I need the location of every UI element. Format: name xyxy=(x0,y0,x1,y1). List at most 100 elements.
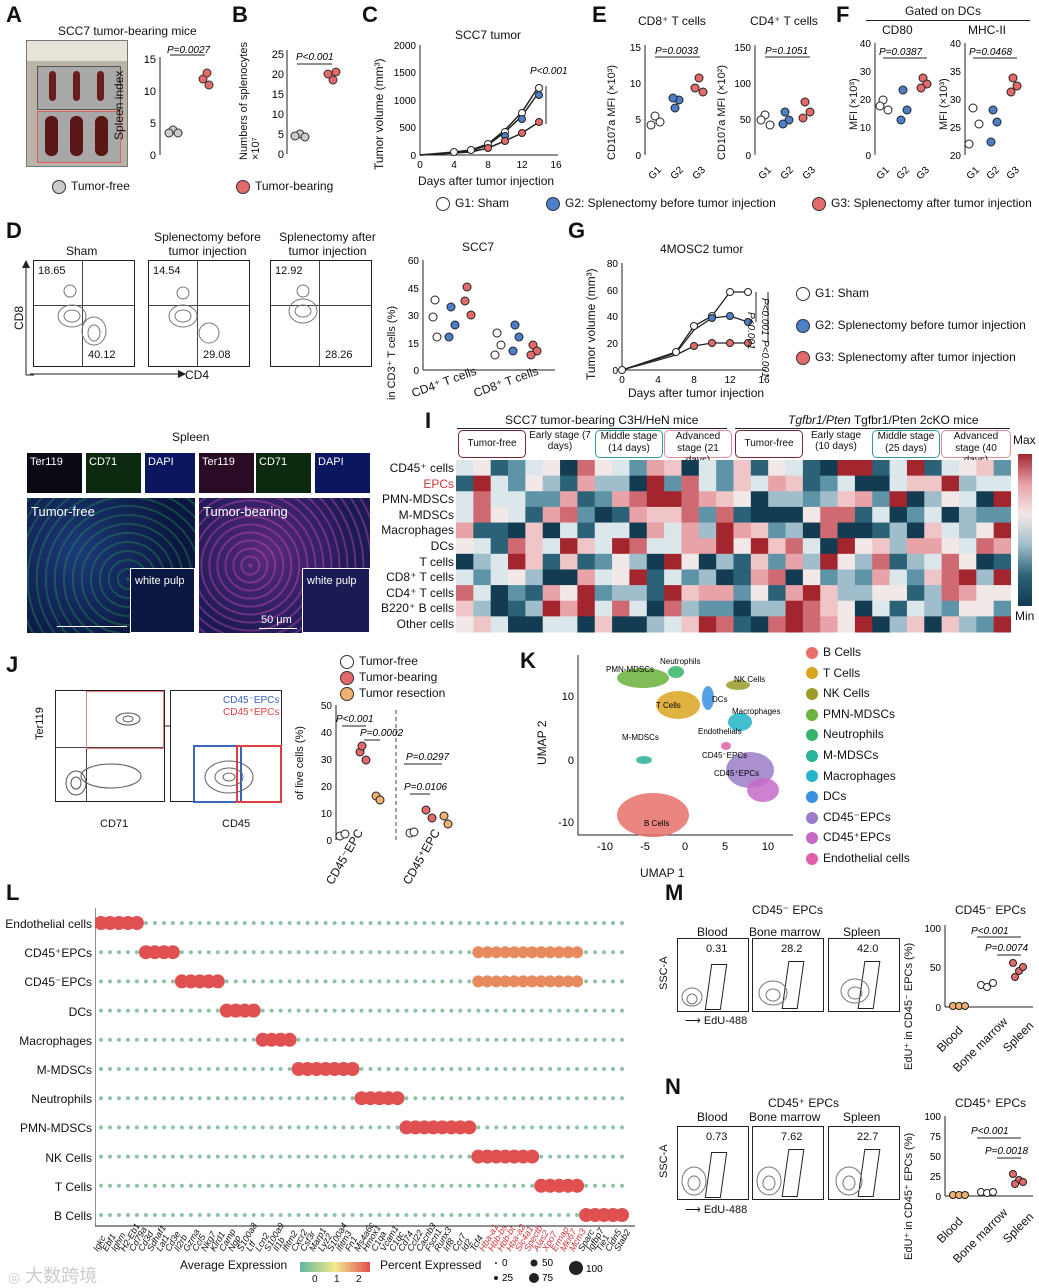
heatmap-cell xyxy=(837,600,856,617)
panel-letter-b: B xyxy=(232,2,248,27)
heatmap-cell xyxy=(542,600,561,617)
heatmap-cell xyxy=(785,460,804,477)
dot xyxy=(206,1067,211,1071)
heatmap-cell xyxy=(733,506,752,524)
dot xyxy=(602,1037,607,1042)
heatmap-cell xyxy=(542,616,561,633)
dot xyxy=(620,979,625,984)
dot xyxy=(512,1008,517,1013)
heatmap-cell xyxy=(993,491,1011,508)
dot xyxy=(99,1183,103,1188)
heatmap-cell xyxy=(785,600,804,617)
dot xyxy=(476,1183,481,1188)
dot xyxy=(350,1125,355,1130)
umap-cluster xyxy=(656,691,700,719)
dot xyxy=(350,1096,355,1101)
tick: G2 xyxy=(895,164,913,182)
dot xyxy=(530,1096,535,1101)
dot xyxy=(152,1096,157,1101)
umap-legend-item: Endothelial cells xyxy=(806,851,910,865)
dot xyxy=(233,1067,238,1071)
tick: G3 xyxy=(915,164,933,182)
watermark: ◎ 大数跨境 xyxy=(8,1266,98,1286)
dot xyxy=(99,1154,103,1159)
heatmap-cell xyxy=(872,616,891,633)
tick: 5 xyxy=(150,118,156,130)
dot xyxy=(508,946,521,959)
dot xyxy=(395,921,400,925)
heatmap-cell xyxy=(958,616,977,633)
heatmap-cell xyxy=(664,491,682,508)
tick: 8 xyxy=(691,375,697,386)
heatmap-cell xyxy=(577,553,596,570)
dot xyxy=(251,979,256,984)
dot xyxy=(188,1125,193,1130)
dot xyxy=(512,921,517,925)
dot xyxy=(296,950,301,955)
dot xyxy=(386,1183,391,1188)
dot xyxy=(512,1125,517,1130)
dot xyxy=(341,950,346,955)
tick: 25 xyxy=(502,1273,514,1284)
dot xyxy=(323,1125,328,1130)
dot xyxy=(404,1183,409,1188)
heatmap-cell xyxy=(508,460,526,477)
heatmap-cell xyxy=(802,460,821,477)
scc7-tcell-title: SCC7 xyxy=(462,240,495,254)
heatmap-cell xyxy=(664,475,682,492)
heatmap-cell xyxy=(750,506,769,524)
heatmap-cell xyxy=(594,491,613,508)
heatmap-cell xyxy=(872,460,891,477)
legend-g2: G2: Splenectomy before tumor injection xyxy=(546,196,776,211)
tick: 20 xyxy=(950,151,962,162)
heatmap-cell xyxy=(456,491,474,508)
dot xyxy=(206,1037,211,1042)
dot xyxy=(278,1213,283,1217)
tick: 25 xyxy=(272,49,284,61)
dot xyxy=(440,1008,445,1013)
heatmap-cell xyxy=(854,616,873,633)
p-value: P=0.0018 xyxy=(985,1146,1029,1157)
panel-letter-k: K xyxy=(520,648,536,673)
dot xyxy=(206,1096,211,1101)
heatmap-cell xyxy=(889,553,908,570)
heatmap-cell xyxy=(716,569,734,586)
heatmap-row-label: Other cells xyxy=(396,617,454,631)
tick: 80 xyxy=(607,259,619,270)
umap-legend-item: M-MDSCs xyxy=(806,748,878,762)
dot xyxy=(323,1183,328,1188)
heatmap-cell xyxy=(733,569,752,586)
panel-e-title-1: CD8⁺ T cells xyxy=(638,14,706,28)
dot xyxy=(188,1008,193,1013)
tick: G2 xyxy=(669,164,687,182)
tick: -5 xyxy=(640,841,650,853)
dot xyxy=(134,1008,139,1013)
dot xyxy=(548,1213,553,1217)
heatmap-cell xyxy=(837,506,856,524)
heatmap-cell xyxy=(802,506,821,524)
tick: G3 xyxy=(801,164,819,182)
heatmap-cell xyxy=(577,522,596,539)
heatmap-cell xyxy=(716,600,734,617)
heatmap-cell xyxy=(577,600,596,617)
dot xyxy=(476,921,481,925)
heatmap-cell xyxy=(456,585,474,602)
cd4-axis-label: CD4 xyxy=(185,368,210,382)
heatmap-cell xyxy=(646,475,665,492)
tick: 150 xyxy=(734,43,751,54)
heatmap-cell xyxy=(958,506,977,524)
dot xyxy=(323,1008,328,1013)
dot xyxy=(386,1154,391,1159)
heatmap-cell xyxy=(733,475,752,492)
heatmap-cell xyxy=(941,475,960,492)
tick: 5 xyxy=(278,129,284,141)
legend-g3: G3: Splenectomy after tumor injection xyxy=(812,196,1032,211)
tick: 0 xyxy=(865,151,871,162)
tick: 16 xyxy=(758,375,770,386)
dot xyxy=(458,979,463,984)
heatmap-cell xyxy=(785,475,804,492)
dot xyxy=(422,1067,427,1071)
dot xyxy=(107,979,112,984)
heatmap-cell xyxy=(820,600,839,617)
dot xyxy=(593,979,598,984)
